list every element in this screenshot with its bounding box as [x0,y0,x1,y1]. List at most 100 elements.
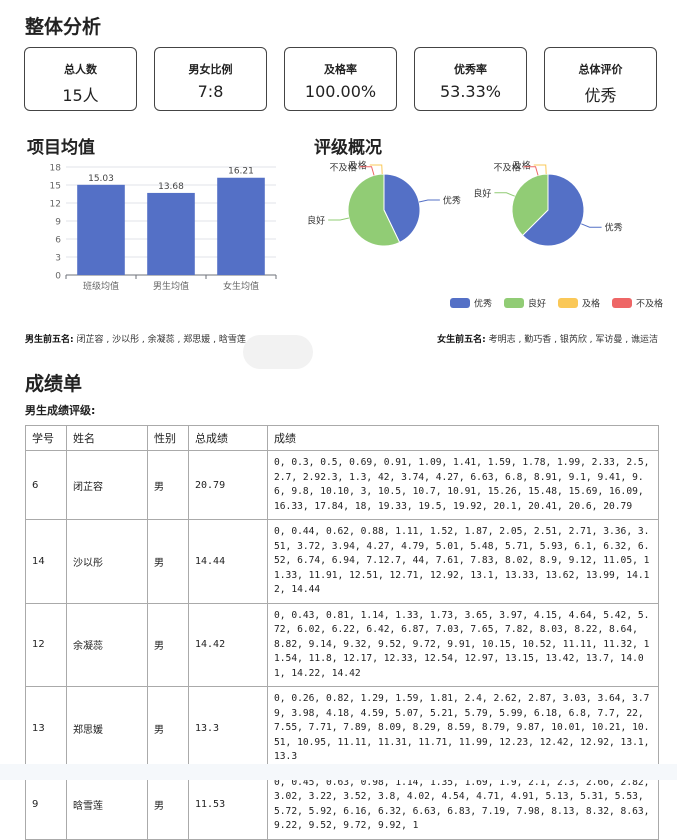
pie-label: 不及格 [494,161,521,173]
y-tick-label: 18 [50,164,62,174]
card-value: 100.00% [304,82,377,101]
summary-cards: 总人数 15人 男女比例 7:8 及格率 100.00% 优秀率 53.33% … [24,47,659,113]
x-tick-label: 女生均值 [223,280,259,292]
cell-gender: 男 [147,450,189,520]
card-value: 7:8 [197,82,224,101]
y-tick-label: 12 [50,200,61,210]
top-male: 男生前五名: 闭芷容 , 沙以彤 , 余凝蕊 , 郑思媛 , 晗雪莲 [25,332,246,345]
top-male-names: 闭芷容 , 沙以彤 , 余凝蕊 , 郑思媛 , 晗雪莲 [76,335,246,345]
y-tick-label: 0 [55,272,61,282]
cell-gender: 男 [147,769,189,840]
table-header-row: 学号 姓名 性别 总成绩 成绩 [25,425,659,451]
legend-swatch [558,298,578,308]
card-label: 及格率 [324,63,357,76]
pie-label: 及格 [349,160,367,172]
table-row: 14 沙以彤 男 14.44 0, 0.44, 0.62, 0.88, 1.11… [25,519,659,604]
cell-total: 14.42 [188,602,268,687]
cell-id: 6 [25,450,67,520]
x-tick-label: 班级均值 [83,280,119,292]
card-label: 男女比例 [188,63,233,76]
cell-grades: 0, 0.44, 0.62, 0.88, 1.11, 1.52, 1.87, 2… [267,519,659,604]
legend-label: 及格 [582,298,600,310]
table-row: 9 晗雪莲 男 11.53 0, 0.45, 0.63, 0.98, 1.14,… [25,769,659,840]
col-header-id: 学号 [25,425,67,451]
scroll-fade [0,764,677,780]
card-value: 15人 [62,86,99,105]
table-row: 13 郑思媛 男 13.3 0, 0.26, 0.82, 1.29, 1.59,… [25,686,659,771]
top-female-label: 女生前五名: [437,335,486,345]
bar-chart: 0 3 6 9 12 15 18 15.03 班级均值 13.68 男生均值 16.21 女生均值 [50,164,277,292]
overall-title: 整体分析 [25,16,102,38]
pie-label: 优秀 [605,222,623,234]
rating-title: 评级概况 [314,138,382,158]
legend-swatch [612,298,632,308]
card-label: 总体评价 [578,63,623,76]
y-tick-label: 6 [55,236,61,246]
pie-slice [511,173,549,237]
pie-leader-line [581,223,602,228]
col-header-grades: 成绩 [267,425,659,451]
table-row: 12 余凝蕊 男 14.42 0, 0.43, 0.81, 1.14, 1.33… [25,602,659,687]
pie-label: 良好 [307,215,325,227]
cell-id: 12 [25,602,67,687]
legend-swatch [504,298,524,308]
col-header-total: 总成绩 [188,425,268,451]
cell-name: 闭芷容 [66,450,148,520]
legend-swatch [450,298,470,308]
cell-grades: 0, 0.3, 0.5, 0.69, 0.91, 1.09, 1.41, 1.5… [267,450,659,520]
pie-leader-line [328,217,350,221]
bar [77,184,125,275]
cell-total: 14.44 [188,519,268,604]
card-pass-rate: 及格率 100.00% [284,47,397,111]
col-header-name: 姓名 [66,425,148,451]
col-header-gender: 性别 [147,425,189,451]
cell-total: 13.3 [188,686,268,771]
project-avg-title: 项目均值 [27,138,95,158]
y-tick-label: 9 [55,218,61,228]
report-title: 成绩单 [25,373,83,395]
cell-id: 14 [25,519,67,604]
card-excellent-rate: 优秀率 53.33% [414,47,527,111]
top-male-label: 男生前五名: [25,335,74,345]
top-female-names: 考明志 , 勤巧香 , 银芮欣 , 军访曼 , 谯运洁 [488,335,658,345]
cell-gender: 男 [147,602,189,687]
y-tick-label: 15 [50,182,61,192]
cell-total: 11.53 [188,769,268,840]
cell-total: 20.79 [188,450,268,520]
bar [217,177,265,275]
bar [147,192,195,275]
pie-leader-line [494,192,515,197]
card-value: 优秀 [584,86,617,105]
bar-value-label: 13.68 [158,182,184,192]
top-female: 女生前五名: 考明志 , 勤巧香 , 银芮欣 , 军访曼 , 谯运洁 [437,332,658,345]
pie-leader-line [418,199,440,203]
cell-grades: 0, 0.45, 0.63, 0.98, 1.14, 1.35, 1.69, 1… [267,769,659,840]
pie-slice [347,173,401,247]
pie-leader-line [369,164,383,175]
cell-name: 晗雪莲 [66,769,148,840]
x-tick-label: 男生均值 [153,280,189,292]
cell-id: 9 [25,769,67,840]
card-gender-ratio: 男女比例 7:8 [154,47,267,111]
table-row: 6 闭芷容 男 20.79 0, 0.3, 0.5, 0.69, 0.91, 1… [25,450,659,520]
bar-value-label: 16.21 [228,167,254,177]
cell-gender: 男 [147,519,189,604]
pie-label: 优秀 [443,194,461,206]
legend-label: 优秀 [474,298,492,310]
pie-leader-line [533,164,547,175]
card-total: 总人数 15人 [24,47,137,111]
card-label: 总人数 [64,63,97,76]
pie-slice [521,173,585,247]
cell-name: 余凝蕊 [66,602,148,687]
legend-label: 良好 [528,298,546,310]
pie-leader-line [359,166,375,176]
pie-leader-line [523,166,539,176]
male-grades-label: 男生成绩评级: [25,404,96,417]
pie-label: 及格 [513,160,531,172]
pie-label: 良好 [473,187,491,199]
card-overall-rating: 总体评价 优秀 [544,47,657,111]
cell-gender: 男 [147,686,189,771]
cell-name: 郑思媛 [66,686,148,771]
cell-name: 沙以彤 [66,519,148,604]
